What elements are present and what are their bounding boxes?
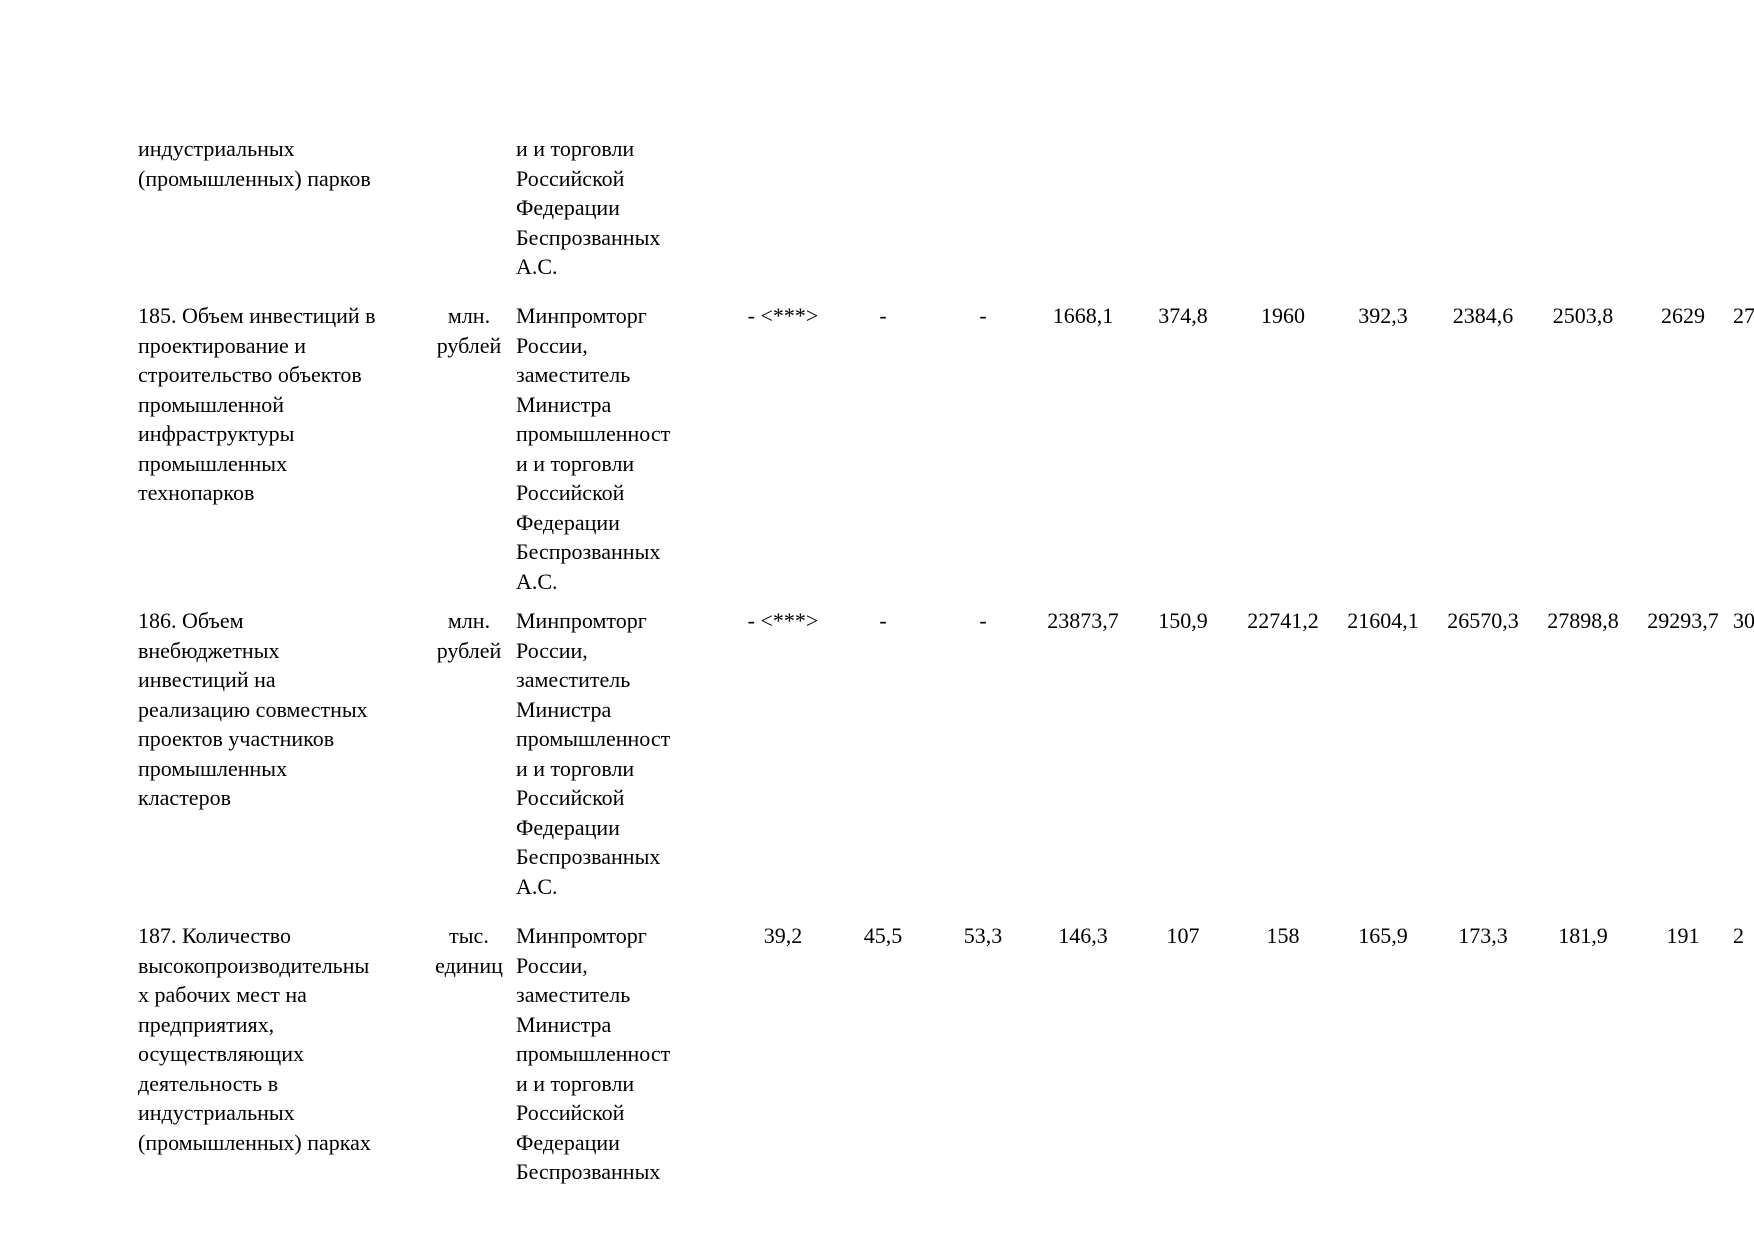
unit-cell: тыс. единиц <box>435 923 503 978</box>
indicator-cell: 187. Количество высокопроизводительны х … <box>138 923 371 1155</box>
value-cell-clipped: 27 <box>1733 303 1754 328</box>
value-cell: 21604,1 <box>1347 608 1419 633</box>
unit-cell: млн. рублей <box>436 608 502 663</box>
value-cell: - <***> <box>747 303 819 328</box>
value-cell: 173,3 <box>1458 923 1508 948</box>
indicator-cell: 185. Объем инвестиций в проектирование и… <box>138 303 376 505</box>
value-cell-clipped: 30 <box>1733 608 1754 633</box>
responsible-cell: и и торговли Российской Федерации Беспро… <box>516 136 661 279</box>
value-cell: - <***> <box>747 608 819 633</box>
value-cell: 392,3 <box>1358 303 1408 328</box>
value-cell: 45,5 <box>863 923 903 948</box>
value-cell: 158 <box>1266 923 1300 948</box>
value-cell: - <box>979 608 987 633</box>
value-cell: 2503,8 <box>1552 303 1614 328</box>
value-cell: 1668,1 <box>1052 303 1114 328</box>
value-cell: 146,3 <box>1058 923 1108 948</box>
value-cell: 191 <box>1666 923 1700 948</box>
value-cell: 39,2 <box>763 923 803 948</box>
value-cell: - <box>879 303 887 328</box>
responsible-cell: Минпромторг России, заместитель Министра… <box>516 608 671 899</box>
value-cell: - <box>979 303 987 328</box>
value-cell: 150,9 <box>1158 608 1208 633</box>
value-cell: 29293,7 <box>1647 608 1719 633</box>
value-cell: 374,8 <box>1158 303 1208 328</box>
value-cell: 27898,8 <box>1547 608 1619 633</box>
value-cell: 1960 <box>1261 303 1305 328</box>
responsible-cell: Минпромторг России, заместитель Министра… <box>516 923 671 1184</box>
value-cell: 165,9 <box>1358 923 1408 948</box>
indicator-cell: индустриальных (промышленных) парков <box>138 136 371 191</box>
value-cell-clipped: 2 <box>1733 923 1744 948</box>
value-cell: 53,3 <box>963 923 1003 948</box>
value-cell: 181,9 <box>1558 923 1608 948</box>
value-cell: 22741,2 <box>1247 608 1319 633</box>
value-cell: 2629 <box>1661 303 1705 328</box>
responsible-cell: Минпромторг России, заместитель Министра… <box>516 303 671 594</box>
value-cell: - <box>879 608 887 633</box>
value-cell: 26570,3 <box>1447 608 1519 633</box>
value-cell: 107 <box>1166 923 1200 948</box>
indicator-cell: 186. Объем внебюджетных инвестиций на ре… <box>138 608 368 810</box>
unit-cell: млн. рублей <box>436 303 502 358</box>
value-cell: 2384,6 <box>1452 303 1514 328</box>
value-cell: 23873,7 <box>1047 608 1119 633</box>
